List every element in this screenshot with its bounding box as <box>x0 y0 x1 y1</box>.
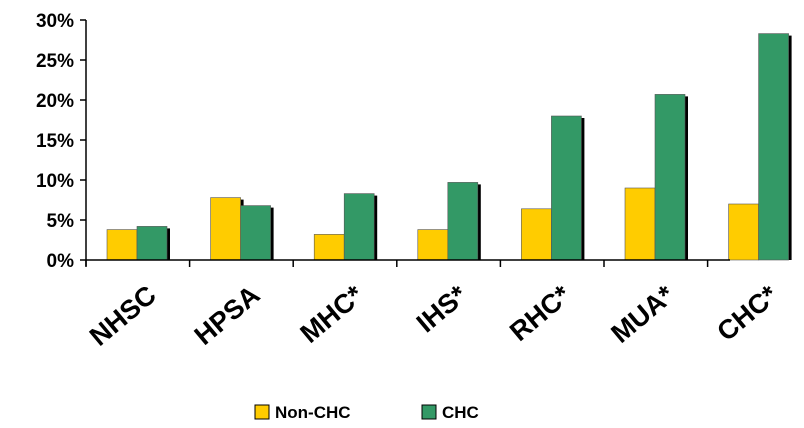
bars <box>106 33 792 261</box>
y-tick-label: 5% <box>47 211 75 232</box>
bar-chc <box>240 205 271 261</box>
category-label: MUA* <box>605 279 680 349</box>
bar-non-chc <box>728 203 759 261</box>
bar-chc <box>136 226 168 261</box>
y-tick-label: 15% <box>36 131 74 152</box>
category-label: IHS* <box>411 279 473 338</box>
y-tick-label: 30% <box>36 11 74 32</box>
category-labels: NHSC HPSA MHC* IHS* RHC* MUA* CHC* <box>84 279 784 351</box>
legend: Non-CHC CHC <box>254 403 479 422</box>
y-tick-label: 20% <box>36 91 74 112</box>
category-label: HPSA <box>189 280 266 351</box>
bar-non-chc <box>313 234 345 261</box>
category-label: RHC* <box>504 279 577 347</box>
bar-non-chc <box>624 187 656 261</box>
bar-chc <box>551 115 582 261</box>
bar-non-chc <box>417 229 449 261</box>
y-tick-label: 10% <box>36 171 74 192</box>
y-tick-label: 25% <box>36 51 74 72</box>
bar-non-chc <box>210 197 241 261</box>
bar-chc <box>758 33 789 261</box>
bar-non-chc <box>106 229 138 261</box>
x-axis-ticks <box>85 260 709 267</box>
legend-label-chc: CHC <box>442 403 479 422</box>
bar-chc <box>447 182 479 261</box>
legend-label-non-chc: Non-CHC <box>275 403 351 422</box>
category-label: MHC* <box>295 279 370 349</box>
category-label: CHC* <box>711 279 784 347</box>
category-label: NHSC <box>84 280 162 352</box>
legend-swatch-non-chc <box>254 404 270 420</box>
y-axis-ticks: 0% 5% 10% 15% 20% 25% 30% <box>36 11 86 272</box>
bar-non-chc <box>521 208 552 261</box>
bar-chc <box>654 94 686 261</box>
y-tick-label: 0% <box>47 251 75 272</box>
bar-chc <box>343 193 375 261</box>
legend-swatch-chc <box>421 404 437 420</box>
